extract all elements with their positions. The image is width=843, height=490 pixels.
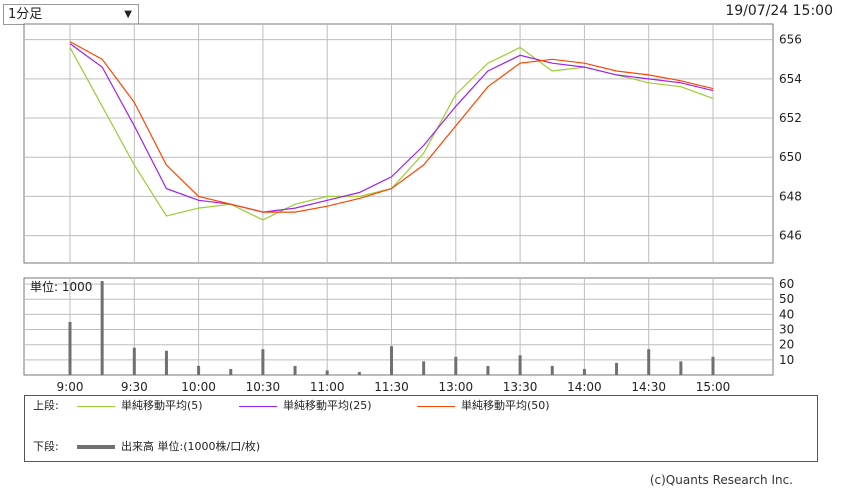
- ma25-swatch: [239, 405, 277, 407]
- price-tick-label: 650: [779, 150, 802, 164]
- period-select-value: 1分足: [8, 7, 43, 22]
- volume-bar: [197, 365, 201, 375]
- volume-tick-label: 50: [779, 292, 794, 306]
- volume-bar: [582, 368, 586, 375]
- x-tick-label: 9:00: [57, 380, 84, 394]
- axes-text: 9:00 9:30 10:00 10:30 11:00 11:30 13:00 13:30 14…: [30, 33, 802, 394]
- volume-bar: [357, 371, 361, 375]
- volume-marks: [68, 281, 715, 375]
- volume-bar: [679, 361, 683, 375]
- price-tick-label: 654: [779, 72, 802, 86]
- volume-bar: [390, 346, 393, 375]
- volume-bar: [454, 356, 458, 375]
- ma25-line: [69, 43, 714, 213]
- price-marks: [69, 41, 714, 221]
- volume-bar: [164, 350, 168, 375]
- ma50-swatch: [417, 405, 455, 407]
- volume-bar: [550, 365, 554, 375]
- legend-volume-label: 出来高 単位:(1000株/口/枚): [121, 440, 261, 453]
- volume-tick-label: 30: [779, 323, 794, 337]
- volume-bar: [615, 362, 619, 375]
- legend-ma5: 単純移動平均(5): [77, 398, 203, 414]
- volume-bar: [486, 365, 490, 375]
- ma50-line: [69, 41, 714, 213]
- volume-bar: [229, 368, 233, 375]
- x-tick-label: 13:00: [439, 380, 474, 394]
- volume-bar: [100, 281, 104, 375]
- price-tick-label: 646: [779, 229, 802, 243]
- legend-upper-label: 上段:: [33, 399, 59, 412]
- volume-unit-label: 単位: 1000: [30, 279, 92, 294]
- volume-bar: [132, 347, 136, 375]
- legend-ma50-label: 単純移動平均(50): [461, 399, 550, 412]
- x-tick-label: 10:30: [246, 380, 281, 394]
- legend-lower-label: 下段:: [33, 440, 59, 453]
- volume-swatch: [77, 445, 115, 449]
- volume-tick-label: 60: [779, 277, 794, 291]
- price-panel-frame: [23, 23, 774, 264]
- legend-ma25: 単純移動平均(25): [239, 398, 372, 414]
- volume-bar: [293, 365, 297, 375]
- price-tick-label: 648: [779, 189, 802, 203]
- stock-chart: 9:00 9:30 10:00 10:30 11:00 11:30 13:00 13:30 14…: [23, 23, 802, 394]
- x-tick-label: 14:00: [567, 380, 602, 394]
- legend-ma5-label: 単純移動平均(5): [121, 399, 203, 412]
- legend: 上段: 単純移動平均(5) 単純移動平均(25) 単純移動平均(50) 下段: …: [24, 395, 818, 462]
- volume-tick-label: 10: [779, 353, 794, 367]
- price-grid: [23, 23, 774, 264]
- volume-bar: [261, 349, 265, 375]
- volume-tick-label: 20: [779, 338, 794, 352]
- volume-panel-frame: [23, 277, 774, 376]
- volume-tick-label: 40: [779, 307, 794, 321]
- volume-bar: [68, 321, 72, 375]
- legend-volume: 出来高 単位:(1000株/口/枚): [77, 439, 260, 455]
- x-tick-label: 11:30: [374, 380, 409, 394]
- ma5-swatch: [77, 405, 115, 407]
- x-tick-label: 15:00: [696, 380, 731, 394]
- price-tick-label: 652: [779, 111, 802, 125]
- x-tick-label: 9:30: [121, 380, 148, 394]
- x-tick-label: 10:00: [181, 380, 216, 394]
- legend-ma25-label: 単純移動平均(25): [283, 399, 372, 412]
- volume-bar: [325, 370, 329, 375]
- copyright: (c)Quants Research Inc.: [649, 473, 793, 487]
- x-tick-label: 14:30: [631, 380, 666, 394]
- timestamp: 19/07/24 15:00: [725, 3, 833, 19]
- volume-bar: [518, 355, 522, 375]
- x-tick-label: 11:00: [310, 380, 345, 394]
- price-tick-label: 656: [779, 33, 802, 47]
- volume-grid: [23, 277, 774, 376]
- volume-bar: [711, 356, 715, 375]
- chevron-down-icon[interactable]: ▼: [124, 9, 132, 20]
- volume-bar: [647, 349, 651, 375]
- volume-bar: [422, 361, 426, 375]
- legend-ma50: 単純移動平均(50): [417, 398, 550, 414]
- x-tick-label: 13:30: [503, 380, 538, 394]
